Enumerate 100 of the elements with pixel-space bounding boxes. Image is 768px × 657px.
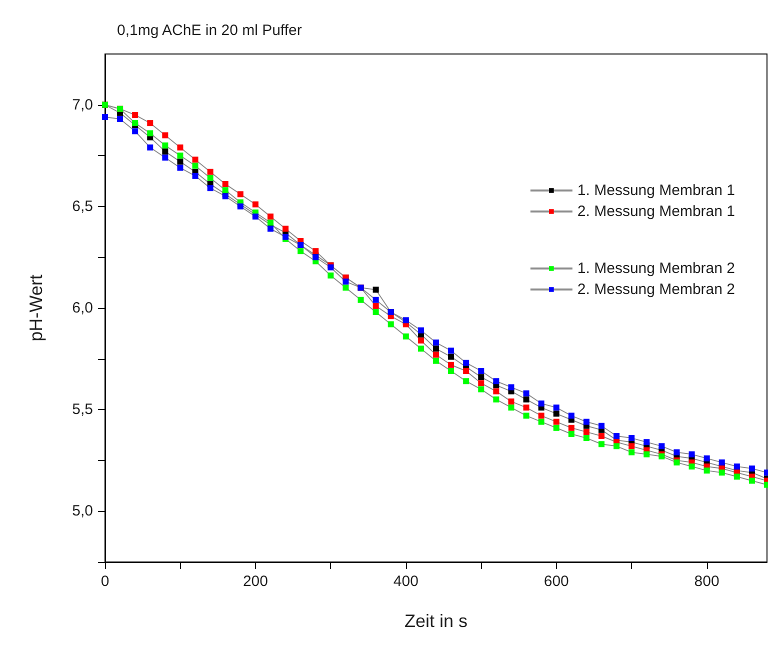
y-tick-label: 5,0 [72,502,93,520]
y-tick-label: 5,5 [72,401,93,418]
point [162,148,168,155]
point [523,404,530,411]
point [538,412,544,419]
point [508,404,514,411]
point [748,466,755,472]
point [628,435,635,442]
point [628,443,635,450]
point [433,358,439,364]
point [162,132,168,138]
point [644,439,650,446]
legend-label: 1. Messung Membran 1 [577,182,736,199]
point [553,404,560,411]
point [207,185,214,192]
point [192,162,198,169]
point [433,346,439,352]
point [688,451,695,458]
point [523,396,530,402]
chart-title: 0,1mg AChE in 20 ml Puffer [117,22,302,39]
point [748,478,755,484]
point [282,226,289,232]
point [493,378,500,384]
point [402,333,409,340]
point [658,443,665,450]
point [614,443,620,450]
point [192,156,198,163]
y-axis-title: pH-Wert [26,274,46,342]
point [448,362,454,368]
point [372,296,379,303]
point [237,191,244,198]
x-tick-label: 600 [544,573,569,590]
point [598,422,604,429]
point [478,374,484,380]
point [177,152,184,159]
point [147,144,154,150]
point [553,424,560,431]
point [538,418,544,425]
point [312,248,319,254]
point [147,120,154,126]
point [132,112,138,118]
point [644,451,650,458]
point [372,302,379,309]
point [433,352,439,358]
point [102,114,108,120]
x-tick-label: 200 [242,573,268,590]
point [598,441,604,448]
point [463,360,470,366]
point [674,449,680,456]
point [463,368,470,374]
point [177,144,184,150]
x-tick-label: 0 [100,573,110,590]
point [162,142,168,148]
point [478,380,484,386]
x-tick-label: 400 [393,573,418,590]
point [342,284,349,291]
point [207,174,214,181]
point [418,338,424,344]
point [718,470,725,476]
point [268,214,274,220]
point [342,278,349,285]
point [704,455,710,462]
point [614,433,620,440]
point [448,354,454,360]
point [568,412,574,419]
point [328,272,334,278]
point [493,396,500,402]
point [583,418,590,425]
point [508,398,514,404]
point [598,433,604,440]
y-tick-label: 7,0 [72,96,93,114]
point [718,459,725,466]
point [177,158,184,165]
point [162,154,168,161]
point [433,340,439,346]
point [628,449,635,456]
point [553,418,560,425]
point [493,388,500,394]
point [478,368,484,374]
y-tick-label: 6,0 [72,300,93,316]
point [553,410,560,417]
point [132,128,138,134]
point [734,474,740,480]
point [478,386,484,392]
point [177,164,184,171]
point [117,116,124,122]
point [704,468,710,474]
point [448,368,454,374]
point [268,226,274,232]
point [252,201,258,208]
point [298,248,304,254]
point [418,327,424,334]
point [568,430,574,437]
point [538,400,544,407]
legend-label: 2. Messung Membran 2 [577,281,736,298]
point [388,321,394,328]
point [583,428,590,435]
point [688,463,695,470]
point [734,463,740,470]
point [463,378,470,384]
